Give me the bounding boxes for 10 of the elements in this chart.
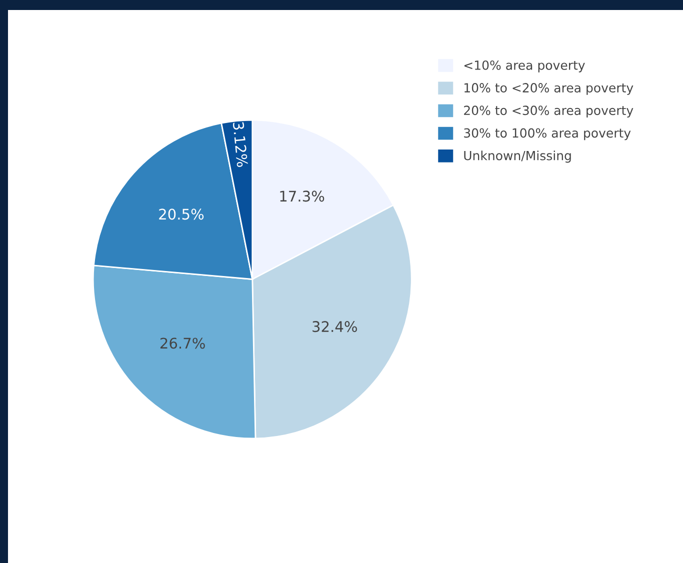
data-label: 17.3% (280, 190, 324, 202)
data-label: 32.4% (312, 321, 357, 332)
data-label: 3.12% (232, 122, 248, 168)
legend-label: 30% to 100% area poverty (464, 128, 631, 140)
legend-label: Unknown/Missing (464, 150, 571, 163)
legend-label: 20% to <30% area poverty (464, 106, 634, 118)
data-label: 26.7% (160, 338, 205, 349)
legend-label: <10% area poverty (464, 60, 585, 72)
legend-label: 10% to <20% area poverty (464, 83, 634, 95)
data-label: 20.5% (159, 208, 204, 220)
